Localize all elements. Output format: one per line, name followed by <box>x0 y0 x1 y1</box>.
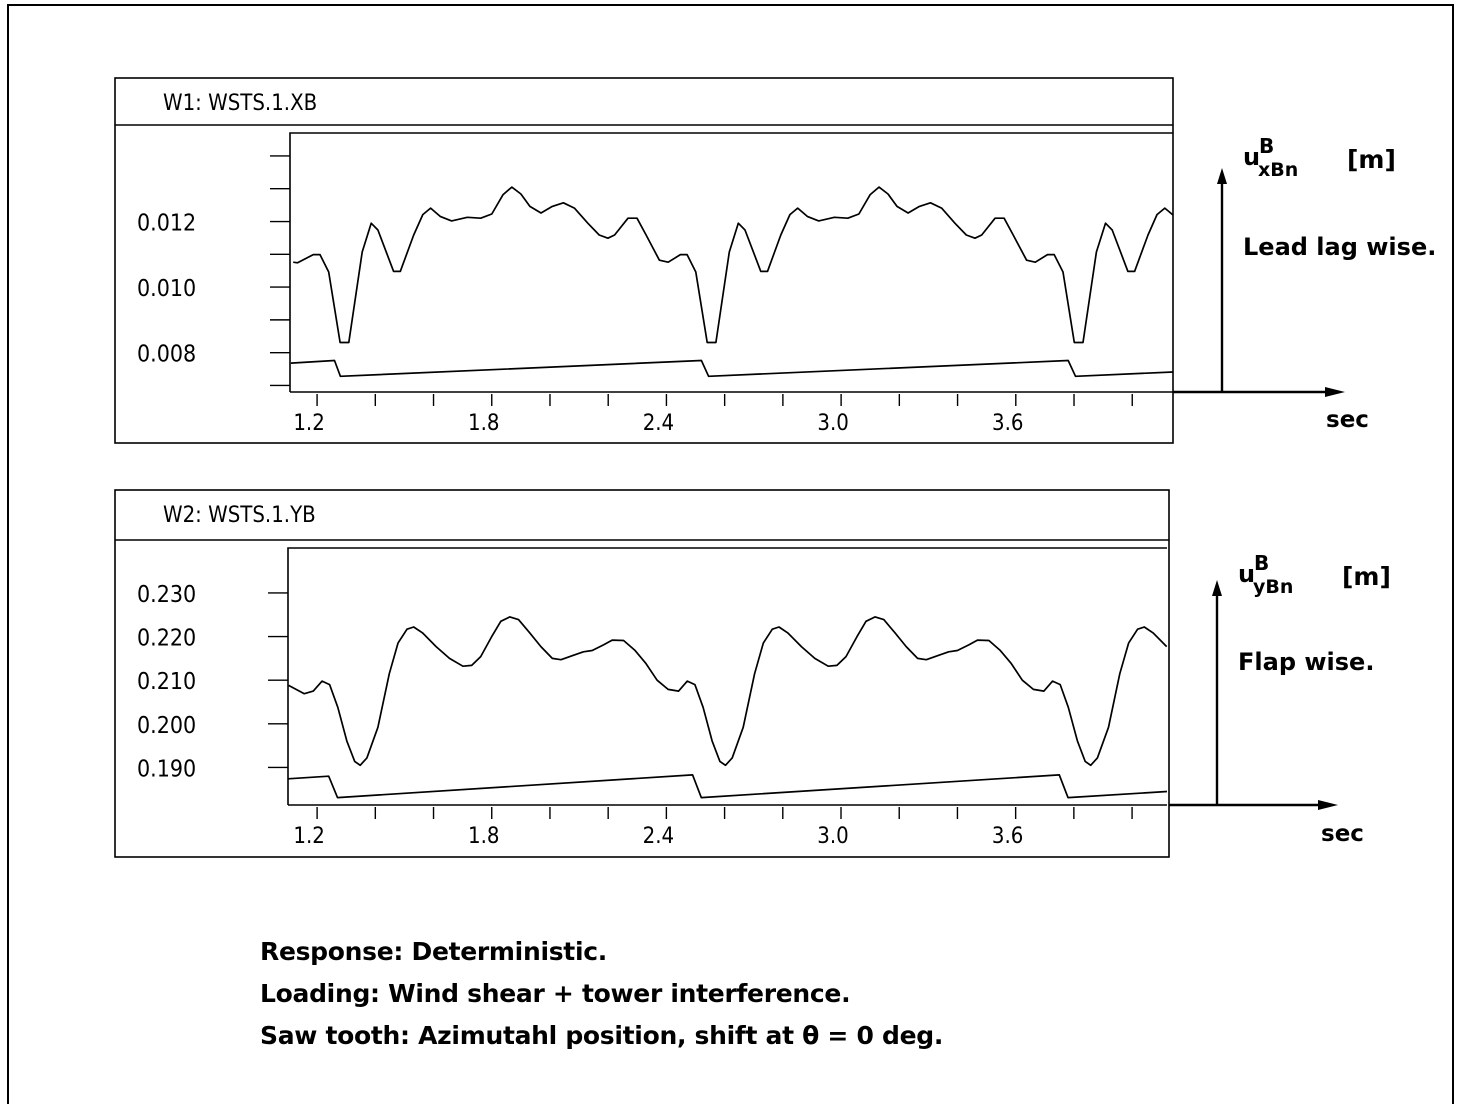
ylabel-unit: [m] <box>1342 562 1391 591</box>
x-tick-label: 1.8 <box>468 411 499 436</box>
chart-frame <box>114 489 1170 858</box>
caption-response: Response: Deterministic. <box>260 937 607 966</box>
time-axis-arrow-icon <box>1325 387 1345 397</box>
ylabel-main: u <box>1243 143 1260 171</box>
displacement-axis-arrow-icon <box>1212 580 1222 596</box>
saw-tooth-series-line <box>287 774 1168 799</box>
page-border <box>7 4 1454 1104</box>
x-tick-label: 2.4 <box>643 411 674 436</box>
ylabel-main: u <box>1238 560 1255 588</box>
saw-tooth-series-line <box>290 359 1174 378</box>
chart-title: W1: WSTS.1.XB <box>163 91 317 116</box>
y-tick-label: 0.200 <box>137 713 196 739</box>
y-tick-label: 0.010 <box>137 276 196 302</box>
y-tick-label: 0.008 <box>137 342 196 368</box>
chart-description: Lead lag wise. <box>1243 233 1436 261</box>
response-series-line <box>293 186 1174 344</box>
y-tick-label: 0.190 <box>137 756 196 782</box>
x-tick-label: 3.0 <box>817 411 848 436</box>
x-tick-label: 1.2 <box>293 824 324 849</box>
chart-description: Flap wise. <box>1238 648 1374 676</box>
displacement-axis-arrow-icon <box>1217 168 1227 184</box>
y-tick-label: 0.220 <box>137 626 196 652</box>
x-tick-label: 1.8 <box>468 824 499 849</box>
chart-1: W1: WSTS.1.XB 1.2 1.8 2.4 3.0 3.6 0.012 0.010 0.… <box>114 77 1436 444</box>
ylabel-superscript: B <box>1254 551 1269 575</box>
xlabel: sec <box>1326 407 1369 433</box>
x-tick-label: 1.2 <box>293 411 324 436</box>
ylabel-subscript: xBn <box>1258 159 1298 181</box>
x-tick-label: 3.6 <box>992 411 1023 436</box>
x-tick-label: 3.0 <box>817 824 848 849</box>
xlabel: sec <box>1321 821 1364 847</box>
chart-2: W2: WSTS.1.YB 1.2 1.8 2.4 3.0 3.6 0.230 0.220 0.… <box>114 489 1391 858</box>
y-tick-label: 0.210 <box>137 669 196 695</box>
chart-frame <box>114 77 1174 444</box>
time-axis-arrow-icon <box>1318 800 1338 810</box>
plot-box <box>287 547 1167 805</box>
ylabel-superscript: B <box>1259 134 1274 158</box>
y-tick-label: 0.012 <box>137 211 196 237</box>
response-series-line <box>288 616 1168 767</box>
ylabel-subscript: yBn <box>1253 576 1293 598</box>
plot-box <box>289 132 1173 392</box>
chart-title: W2: WSTS.1.YB <box>163 503 316 528</box>
caption-saw-tooth: Saw tooth: Azimutahl position, shift at … <box>260 1021 944 1050</box>
caption-loading: Loading: Wind shear + tower interference… <box>260 979 851 1008</box>
ylabel-unit: [m] <box>1347 145 1396 174</box>
y-tick-label: 0.230 <box>137 582 196 608</box>
x-tick-label: 2.4 <box>643 824 674 849</box>
x-tick-label: 3.6 <box>992 824 1023 849</box>
